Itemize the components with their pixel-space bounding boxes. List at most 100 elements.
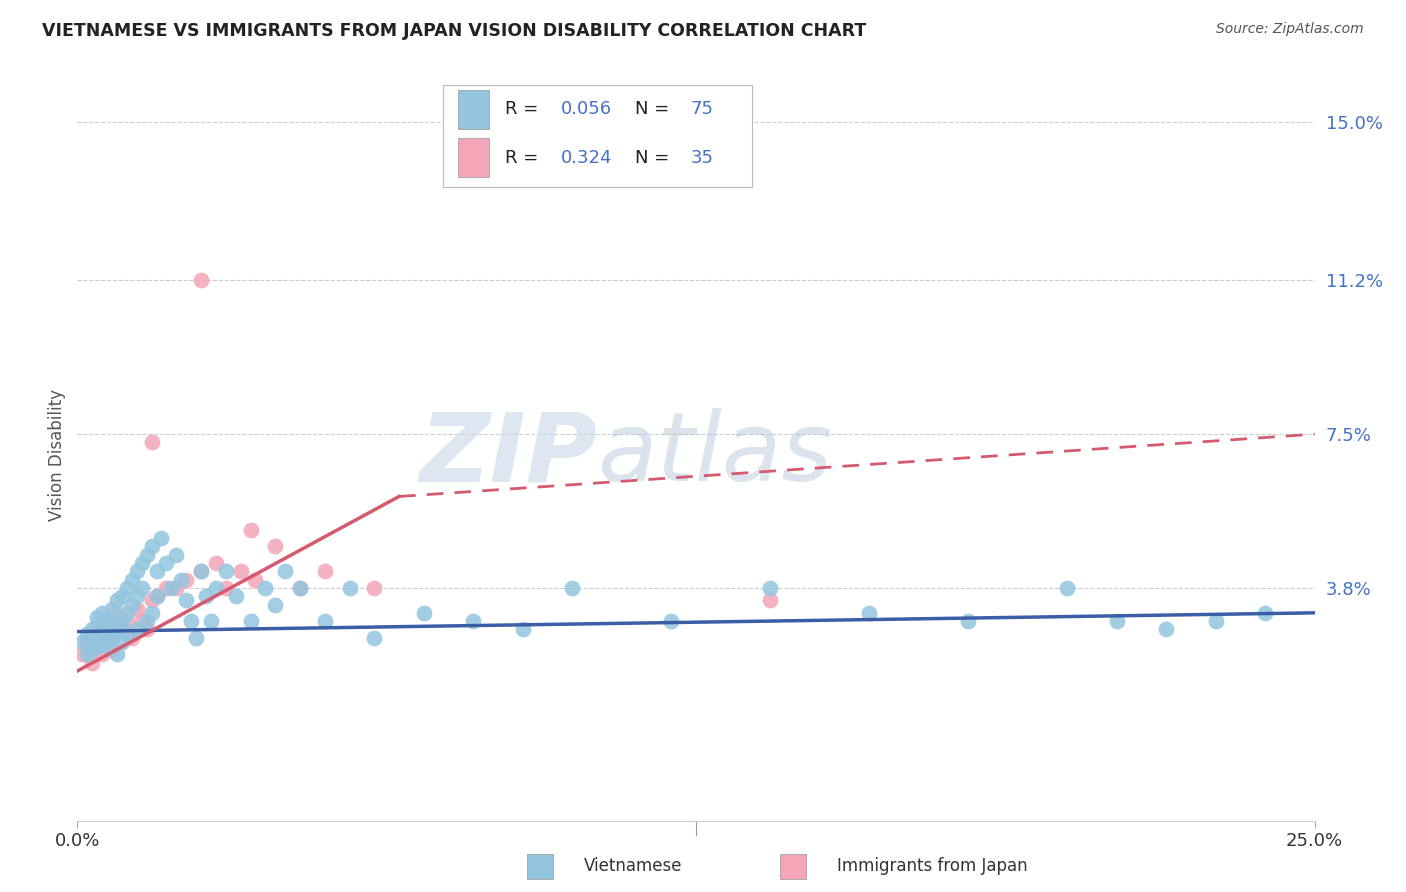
Point [759, 581, 782, 595]
Point [160, 581, 183, 595]
Point [180, 614, 202, 628]
Point [86, 639, 108, 653]
Point [205, 581, 228, 595]
Point [1254, 606, 1277, 620]
Point [101, 614, 124, 628]
Point [274, 564, 297, 578]
Point [96, 626, 118, 640]
Point [957, 614, 980, 628]
Point [1105, 614, 1128, 628]
Point [141, 606, 163, 620]
Point [105, 593, 128, 607]
Text: 75: 75 [690, 101, 713, 119]
Point [141, 435, 163, 450]
Text: Immigrants from Japan: Immigrants from Japan [837, 857, 1028, 875]
Point [245, 573, 267, 587]
Text: N =: N = [634, 101, 675, 119]
Point [174, 593, 197, 607]
Point [184, 631, 207, 645]
Text: atlas: atlas [598, 409, 832, 501]
Point [96, 614, 118, 628]
Point [155, 556, 177, 570]
Point [121, 598, 143, 612]
Point [96, 639, 118, 653]
Point [131, 556, 153, 570]
Point [145, 589, 167, 603]
Point [190, 273, 212, 287]
Point [125, 601, 148, 615]
Point [225, 589, 247, 603]
Point [91, 623, 114, 637]
Text: 0.324: 0.324 [561, 149, 612, 167]
Point [111, 589, 134, 603]
Point [314, 614, 336, 628]
Text: N =: N = [634, 149, 675, 167]
Point [463, 614, 485, 628]
Point [190, 564, 212, 578]
Point [512, 623, 534, 637]
Point [76, 648, 98, 662]
Point [125, 623, 148, 637]
Point [195, 589, 218, 603]
Point [96, 639, 118, 653]
Point [339, 581, 361, 595]
Point [170, 573, 193, 587]
Point [115, 606, 138, 620]
Point [82, 623, 104, 637]
Point [165, 548, 187, 562]
Point [288, 581, 311, 595]
Point [135, 548, 157, 562]
Point [264, 598, 287, 612]
Point [115, 581, 138, 595]
Point [141, 539, 163, 553]
Point [121, 573, 143, 587]
Point [1056, 581, 1078, 595]
Point [141, 593, 163, 607]
Point [314, 564, 336, 578]
Point [759, 593, 782, 607]
Point [96, 614, 118, 628]
Text: ZIP: ZIP [419, 409, 598, 501]
Point [858, 606, 880, 620]
Point [155, 581, 177, 595]
Point [363, 581, 385, 595]
Text: 35: 35 [690, 149, 713, 167]
Point [229, 564, 252, 578]
Point [412, 606, 434, 620]
Point [165, 581, 187, 595]
Point [105, 648, 128, 662]
Point [91, 635, 114, 649]
Point [82, 631, 104, 645]
Point [101, 631, 124, 645]
Point [72, 648, 94, 662]
Point [76, 626, 98, 640]
Point [86, 635, 108, 649]
Point [125, 589, 148, 603]
Point [91, 648, 114, 662]
Point [1205, 614, 1227, 628]
Point [205, 556, 228, 570]
FancyBboxPatch shape [458, 138, 489, 177]
Point [659, 614, 682, 628]
Point [190, 564, 212, 578]
Point [145, 589, 167, 603]
Point [86, 610, 108, 624]
Text: R =: R = [505, 101, 544, 119]
Point [101, 601, 124, 615]
Point [264, 539, 287, 553]
Point [105, 623, 128, 637]
Point [135, 623, 157, 637]
Point [150, 531, 173, 545]
Point [288, 581, 311, 595]
FancyBboxPatch shape [458, 90, 489, 128]
Point [101, 643, 124, 657]
Point [111, 635, 134, 649]
Point [76, 635, 98, 649]
Point [561, 581, 583, 595]
Point [254, 581, 277, 595]
Y-axis label: Vision Disability: Vision Disability [48, 389, 66, 521]
Point [91, 606, 114, 620]
Point [125, 564, 148, 578]
Point [131, 614, 153, 628]
Point [239, 523, 262, 537]
